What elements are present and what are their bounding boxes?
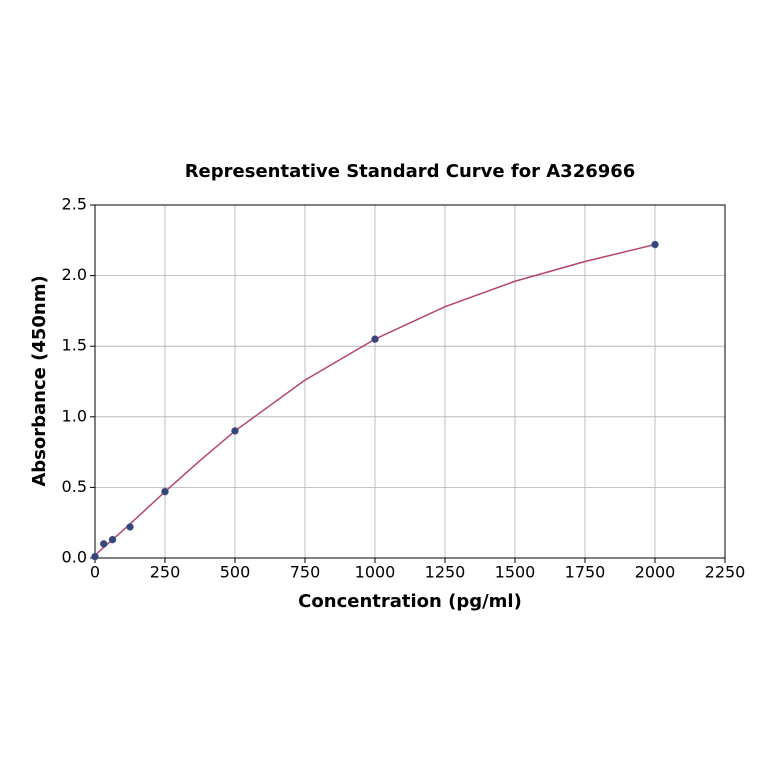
x-axis-label: Concentration (pg/ml) xyxy=(298,591,522,612)
y-tick-label: 1.5 xyxy=(62,336,87,355)
point xyxy=(91,552,99,561)
plot-frame xyxy=(94,204,726,559)
x-tick-label: 1250 xyxy=(425,563,466,582)
x-tick-label: 500 xyxy=(220,563,251,582)
fit-curve xyxy=(94,243,656,556)
y-tick-label: 0.5 xyxy=(62,477,87,496)
point xyxy=(100,540,108,548)
y-axis-label: Absorbance (450nm) xyxy=(29,275,50,486)
y-tick-label: 2.0 xyxy=(62,265,87,284)
x-tick-label: 1500 xyxy=(495,563,536,582)
point xyxy=(108,535,117,544)
x-tick-label: 250 xyxy=(150,563,181,582)
point xyxy=(161,487,169,496)
x-tick-label: 1750 xyxy=(565,563,606,582)
x-tick-label: 0 xyxy=(90,563,100,582)
x-tick-label: 1000 xyxy=(355,563,396,582)
point xyxy=(371,335,379,343)
y-tick-label: 2.5 xyxy=(62,195,87,214)
x-tick-label: 2000 xyxy=(635,563,676,582)
point xyxy=(651,240,659,249)
y-tick-label: 1.0 xyxy=(62,406,87,425)
y-tick-label: 0.0 xyxy=(62,548,87,567)
x-tick-label: 2250 xyxy=(705,563,746,582)
point xyxy=(231,427,239,435)
chart-title: Representative Standard Curve for A32696… xyxy=(185,161,636,182)
point xyxy=(126,523,134,531)
x-tick-label: 750 xyxy=(290,563,321,582)
